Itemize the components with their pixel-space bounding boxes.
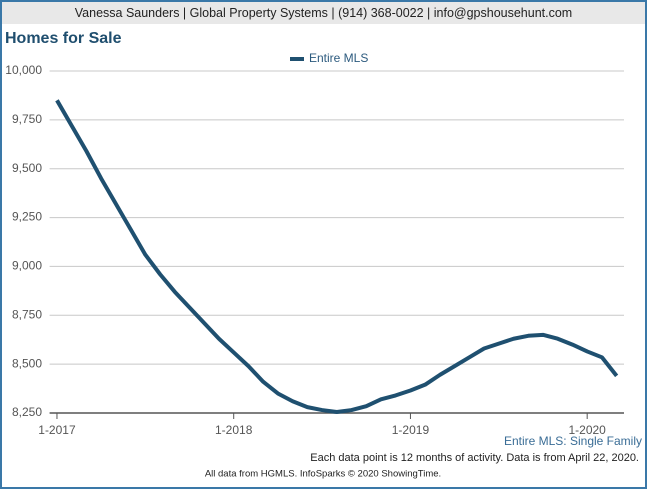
y-tick-label: 9,000 — [12, 259, 42, 273]
y-tick-label: 9,750 — [12, 112, 42, 126]
source-note: All data from HGMLS. InfoSparks © 2020 S… — [205, 469, 441, 480]
x-tick-label: 1-2020 — [568, 423, 606, 437]
header-bar: Vanessa Saunders | Global Property Syste… — [2, 2, 645, 24]
x-tick-label: 1-2019 — [392, 423, 430, 437]
y-tick-label: 8,750 — [12, 307, 42, 321]
series-line — [55, 99, 619, 415]
y-tick-label: 8,250 — [12, 405, 42, 419]
x-tick-label: 1-2018 — [215, 423, 253, 437]
y-tick-label: 10,000 — [5, 63, 42, 77]
y-tick-label: 9,250 — [12, 210, 42, 224]
legend-label: Entire MLS — [309, 51, 368, 65]
y-tick-label: 9,500 — [12, 161, 42, 175]
y-tick-label: 8,500 — [12, 356, 42, 370]
x-tick-label: 1-2017 — [38, 423, 76, 437]
data-note: Each data point is 12 months of activity… — [310, 452, 639, 464]
series-note: Entire MLS: Single Family — [504, 434, 642, 448]
chart-title: Homes for Sale — [5, 30, 122, 47]
